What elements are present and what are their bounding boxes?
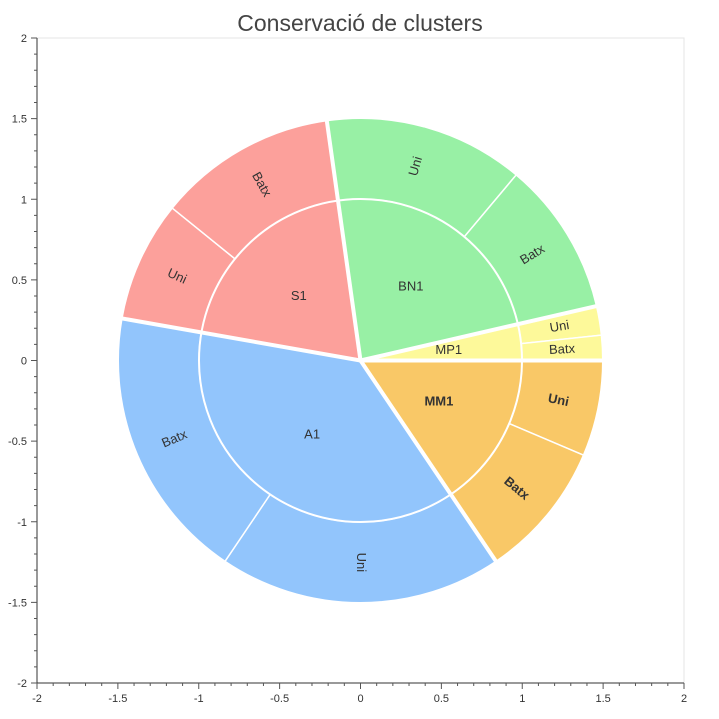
cluster-separator [358,359,499,564]
bn1-uni-label: Uni [405,155,425,178]
x-tick-label: -1.5 [108,693,127,705]
x-tick-label: 0.5 [434,693,449,705]
y-tick-label: 1 [21,194,27,206]
mm1-uni-label: Uni [547,390,571,409]
mp1-batx-label: Batx [549,341,576,357]
y-tick-label: -1 [17,517,27,529]
x-tick-label: 1 [519,693,525,705]
x-tick-label: 2 [681,693,687,705]
s1-uni-label: Uni [165,265,189,287]
x-tick-label: -0.5 [270,693,289,705]
cluster-separator [119,316,361,363]
mp1-label: MP1 [435,342,462,357]
x-tick-label: 0 [357,693,363,705]
mp1-uni-label: Uni [549,317,571,335]
chart-title: Conservació de clusters [237,10,482,36]
y-tick-label: 0 [21,356,27,368]
cluster-separator [360,303,599,363]
a1-label: A1 [304,426,320,441]
x-tick-label: -2 [32,693,42,705]
y-tick-label: 2 [21,33,27,45]
mm1-label: MM1 [424,394,453,409]
x-tick-label: 1.5 [595,693,610,705]
axes: -2 -1.5 -1 -0.5 0 0.5 1 1.5 2 2 1.5 1 0.5 0 -0.5 -1 -1.5… [8,33,687,705]
cluster-separator [324,118,363,361]
y-tick-label: -0.5 [8,436,27,448]
segment-labels: MM1 UniBatxA1UniBatxS1UniBatxBN1UniBatxMP… [159,155,576,573]
y-tick-label: -2 [17,678,27,690]
bn1-label: BN1 [398,279,423,294]
wedges [117,117,605,604]
s1-label: S1 [291,288,307,303]
x-tick-label: -1 [194,693,204,705]
y-tick-label: 1.5 [12,114,27,126]
y-tick-label: -1.5 [8,597,27,609]
y-tick-label: 0.5 [12,275,27,287]
a1-uni-label: Uni [354,553,369,573]
